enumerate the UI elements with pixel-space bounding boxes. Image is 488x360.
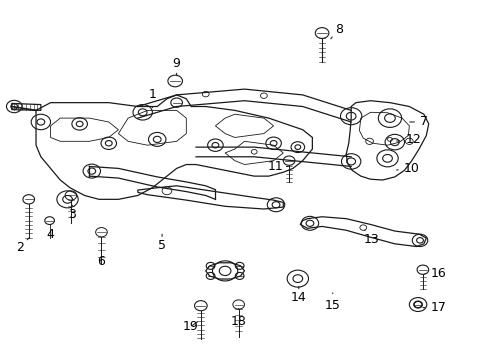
Text: 9: 9 bbox=[172, 58, 180, 76]
Text: 11: 11 bbox=[267, 160, 287, 173]
Text: 15: 15 bbox=[324, 293, 340, 312]
Text: 12: 12 bbox=[396, 133, 420, 146]
Text: 1: 1 bbox=[148, 89, 156, 108]
Text: 13: 13 bbox=[363, 230, 379, 247]
Text: 17: 17 bbox=[422, 301, 446, 314]
Text: 2: 2 bbox=[17, 238, 29, 254]
Text: 7: 7 bbox=[409, 116, 427, 129]
Text: 16: 16 bbox=[424, 267, 446, 280]
Text: 8: 8 bbox=[330, 23, 343, 39]
Text: 18: 18 bbox=[230, 309, 246, 328]
Text: 10: 10 bbox=[396, 162, 419, 175]
Text: 4: 4 bbox=[46, 225, 54, 240]
Text: 6: 6 bbox=[97, 249, 105, 268]
Text: 3: 3 bbox=[68, 205, 76, 221]
Text: 19: 19 bbox=[182, 320, 198, 333]
Text: 14: 14 bbox=[290, 286, 306, 305]
Text: 5: 5 bbox=[158, 234, 166, 252]
